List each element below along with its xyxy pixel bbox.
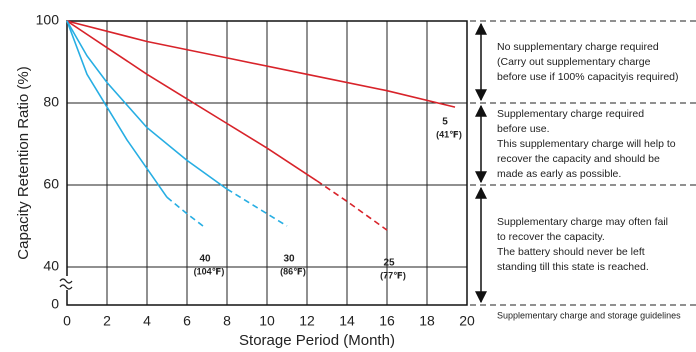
y-axis-label: Capacity Retention Ratio (%) (15, 66, 32, 259)
series-line (316, 180, 388, 231)
series-line (66, 20, 228, 190)
series-label: 40 (199, 254, 211, 265)
series-label: 30 (283, 254, 295, 265)
series-line (66, 20, 318, 182)
guideline-text: recover the capacity and should be (497, 153, 660, 165)
x-tick-label: 0 (63, 313, 71, 329)
series-note: (86℉) (280, 266, 306, 276)
guideline-text: before use. (497, 123, 550, 135)
x-tick-label: 4 (143, 313, 151, 329)
guideline-text: This supplementary charge will help to (497, 138, 676, 150)
y-tick-label: 0 (51, 296, 59, 312)
guideline-divider (470, 20, 696, 306)
y-tick-label: 40 (43, 258, 59, 274)
x-tick-label: 20 (459, 313, 475, 329)
plot-frame (66, 20, 468, 306)
guideline-text: before use if 100% capacityis required) (497, 71, 679, 83)
series-note: (41℉) (436, 129, 462, 139)
axis-break (58, 276, 74, 290)
y-tick-label: 80 (43, 94, 59, 110)
x-tick-label: 12 (299, 313, 315, 329)
x-tick-label: 16 (379, 313, 395, 329)
x-tick-label: 8 (223, 313, 231, 329)
guideline-text: The battery should never be left (497, 246, 645, 258)
x-axis-label: Storage Period (Month) (239, 332, 395, 349)
guideline-text: Supplementary charge required (497, 108, 644, 120)
guideline-text: (Carry out supplementary charge (497, 56, 651, 68)
x-tick-label: 14 (339, 313, 355, 329)
series-note: (104℉) (194, 266, 225, 276)
guideline-text: No supplementary charge required (497, 41, 659, 53)
series-note: (77℉) (380, 270, 406, 280)
x-tick-label: 10 (259, 313, 275, 329)
guideline-text: Supplementary charge may often fail (497, 216, 668, 228)
guideline-text: standing till this state is reached. (497, 261, 649, 273)
guideline-text: made as early as possible. (497, 168, 621, 180)
series-line (66, 20, 456, 108)
series-line (166, 196, 204, 227)
x-tick-label: 18 (419, 313, 435, 329)
series-label: 5 (442, 117, 448, 128)
guideline-text: to recover the capacity. (497, 231, 605, 243)
series-label: 25 (383, 258, 395, 269)
y-tick-label: 100 (36, 12, 60, 28)
x-tick-label: 6 (183, 313, 191, 329)
guidelines-title: Supplementary charge and storage guideli… (497, 310, 681, 320)
series-line (226, 188, 288, 227)
y-tick-label: 60 (43, 176, 59, 192)
series-line (66, 20, 168, 198)
x-tick-label: 2 (103, 313, 111, 329)
